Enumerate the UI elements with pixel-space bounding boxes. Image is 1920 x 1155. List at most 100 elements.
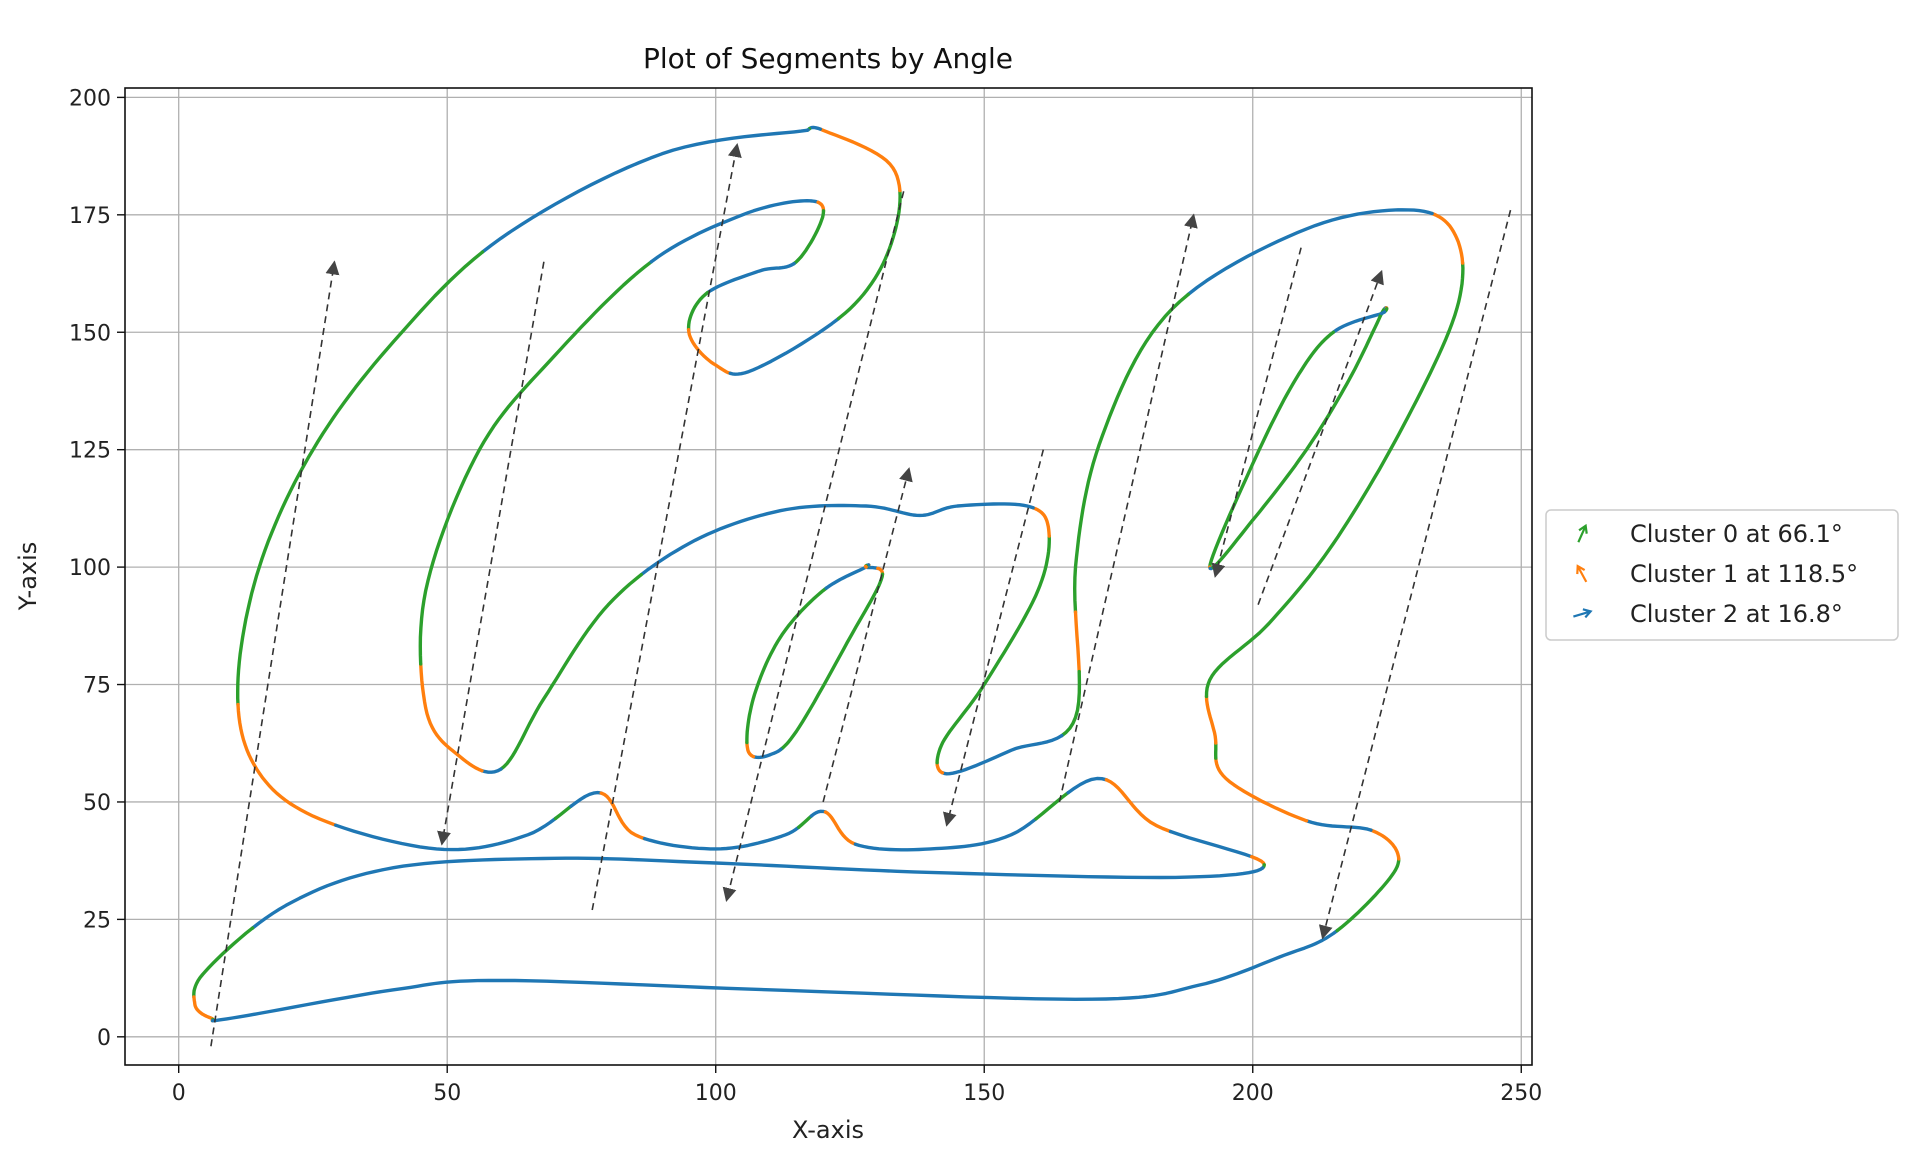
direction-arrow [1211, 247, 1302, 578]
y-tick-label: 125 [69, 439, 111, 464]
segment-run-cluster-2 [480, 128, 809, 254]
x-tick-label: 50 [433, 1081, 461, 1106]
legend-label: Cluster 1 at 118.5° [1630, 560, 1858, 588]
x-tick-label: 200 [1232, 1081, 1274, 1106]
segment-run-cluster-1 [686, 328, 732, 375]
direction-arrow [1318, 209, 1512, 940]
segment-run-cluster-0 [1034, 791, 1070, 821]
grid [125, 88, 1532, 1065]
segment-run-cluster-2 [1331, 311, 1384, 334]
segment-run-cluster-0 [553, 804, 573, 821]
legend-arrow-icon [1576, 565, 1588, 583]
segment-run-cluster-1 [935, 761, 945, 775]
direction-arrow [1058, 213, 1198, 803]
direction-arrow [210, 260, 340, 1047]
segment-run-cluster-2 [706, 261, 796, 295]
segment-run-cluster-2 [809, 809, 828, 818]
segment-run-cluster-2 [1168, 829, 1254, 859]
segment-run-cluster-0 [836, 188, 902, 321]
y-tick-label: 50 [83, 791, 111, 816]
segment-run-cluster-1 [1104, 778, 1173, 834]
segment-run-cluster-1 [1214, 756, 1309, 823]
legend-arrowhead [1578, 523, 1588, 534]
segment-run-cluster-0 [499, 573, 643, 771]
x-tick-label: 0 [172, 1081, 186, 1106]
legend-arrow-icon [1577, 525, 1587, 543]
x-axis-label: X-axis [792, 1116, 864, 1144]
segment-run-cluster-0 [1073, 292, 1190, 614]
segment-run-cluster-0 [935, 534, 1051, 765]
segment-run-cluster-1 [192, 995, 215, 1022]
direction-arrow [943, 449, 1045, 827]
segment-run-cluster-2 [1304, 819, 1373, 832]
plot-frame [124, 87, 1533, 1066]
segment-run-cluster-1 [1073, 610, 1081, 674]
y-tick-label: 150 [69, 321, 111, 346]
x-tick-label: 150 [963, 1081, 1005, 1106]
segment-run-cluster-0 [745, 586, 828, 745]
legend-arrowhead [1582, 608, 1593, 619]
segment-run-cluster-0 [1335, 857, 1401, 933]
y-tick-label: 200 [69, 86, 111, 111]
segment-run-cluster-2 [728, 316, 841, 376]
y-tick-label: 175 [69, 204, 111, 229]
segment-run-cluster-1 [816, 200, 826, 213]
legend-label: Cluster 2 at 16.8° [1630, 600, 1843, 628]
segment-run-cluster-1 [236, 702, 338, 827]
segment-run-cluster-0 [1204, 261, 1465, 699]
segment-run-cluster-0 [792, 209, 826, 266]
segment-run-cluster-2 [940, 733, 1064, 776]
segment-run-cluster-2 [480, 767, 503, 774]
segment-run-cluster-1 [1430, 211, 1465, 265]
segment-run-cluster-2 [1066, 776, 1109, 795]
y-tick-label: 75 [83, 674, 111, 699]
segment-run-cluster-1 [1204, 694, 1218, 745]
segment-run-cluster-2 [1186, 208, 1434, 297]
segment-run-cluster-1 [745, 740, 756, 759]
direction-arrow [722, 191, 905, 902]
segment-run-cluster-2 [642, 825, 801, 851]
direction-arrows [210, 142, 1512, 1047]
segment-run-cluster-0 [418, 260, 653, 666]
legend-arrow-icon [1573, 610, 1591, 618]
x-tick-label: 250 [1500, 1081, 1542, 1106]
segment-run-cluster-2 [1379, 310, 1387, 316]
y-tick-label: 100 [69, 556, 111, 581]
legend-box [1545, 509, 1899, 641]
segment-run-cluster-2 [210, 928, 1339, 1023]
y-tick-label: 25 [83, 908, 111, 933]
segment-run-cluster-0 [779, 572, 885, 752]
segment-run-cluster-1 [1031, 506, 1051, 538]
segment-run-cluster-0 [1211, 306, 1388, 570]
segment-run-cluster-1 [823, 810, 858, 846]
segment-run-cluster-0 [686, 290, 710, 332]
segment-run-cluster-2 [853, 817, 1038, 852]
y-axis-label: Y-axis [14, 542, 42, 612]
segment-run-cluster-2 [751, 747, 783, 760]
segment-run-cluster-1 [1250, 855, 1266, 867]
segment-run-cluster-1 [818, 127, 902, 193]
segment-run-cluster-2 [824, 564, 870, 590]
segment-run-cluster-0 [797, 814, 814, 829]
direction-arrow [591, 142, 742, 911]
segment-run-cluster-1 [599, 791, 647, 841]
chart-title: Plot of Segments by Angle [643, 42, 1013, 75]
segment-run-cluster-1 [1369, 828, 1401, 861]
direction-arrow [822, 467, 913, 803]
segment-run-cluster-0 [1060, 669, 1082, 738]
direction-arrow [1257, 269, 1384, 605]
legend-label: Cluster 0 at 66.1° [1630, 520, 1843, 548]
segment-run-cluster-2 [649, 199, 820, 264]
axis-ticks: 0 50 100 150 200 250 0 25 50 75 100 125 150 175 200 [69, 86, 1542, 1106]
segment-run-cluster-0 [236, 250, 485, 707]
segment-run-cluster-0 [1208, 330, 1335, 569]
x-tick-label: 100 [695, 1081, 737, 1106]
segment-run-cluster-0 [192, 926, 255, 999]
y-tick-label: 0 [97, 1026, 111, 1051]
segment-run-cluster-2 [569, 790, 603, 808]
legend: Cluster 0 at 66.1° Cluster 1 at 118.5° Clu… [1545, 509, 1899, 641]
segment-run-cluster-1 [863, 564, 868, 569]
legend-arrowhead [1576, 564, 1586, 575]
segment-run-cluster-2 [639, 502, 1035, 577]
